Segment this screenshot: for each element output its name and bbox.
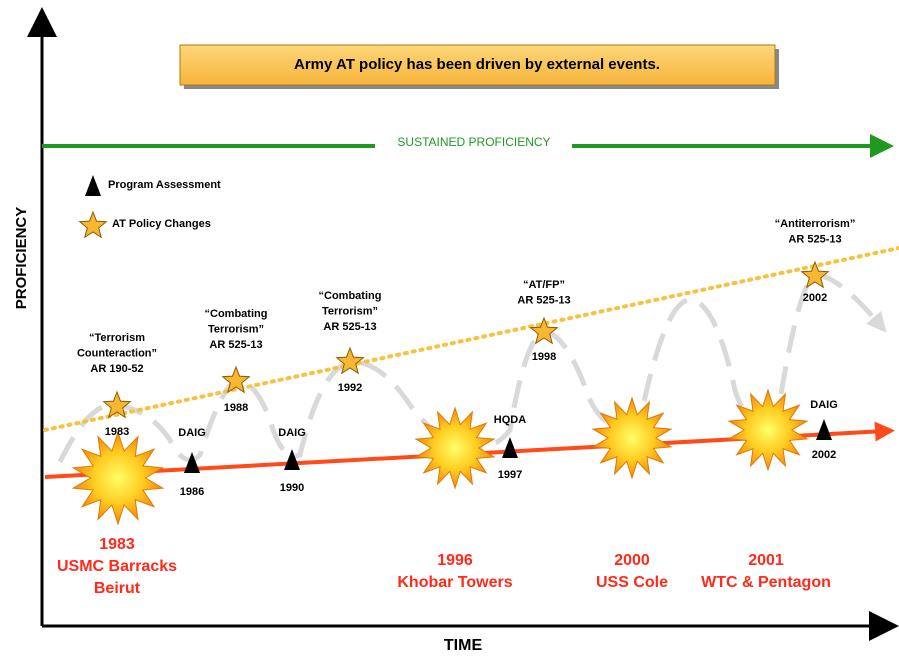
event-label: WTC & Pentagon: [701, 574, 831, 591]
policy-year: 1998: [532, 351, 556, 363]
policy-label: Terrorism”: [208, 323, 264, 335]
assessment-year: 2002: [812, 449, 836, 461]
policy-label: AR 190-52: [90, 363, 143, 375]
assessment-triangle: [284, 449, 300, 470]
assessment-triangle: [816, 419, 832, 440]
assessment-triangle: [502, 437, 518, 458]
assessment-year: 1990: [280, 482, 304, 494]
slide: PROFICIENCY TIME Army AT policy has been…: [0, 0, 899, 656]
event-year: 2001: [748, 552, 784, 569]
policy-star: [802, 262, 829, 287]
assessment-triangle: [85, 175, 101, 196]
assessment-label: DAIG: [178, 427, 206, 439]
policy-label: AR 525-13: [323, 321, 376, 333]
event-year: 1983: [99, 536, 135, 553]
legend-label: AT Policy Changes: [112, 218, 211, 230]
policy-star: [80, 212, 107, 237]
assessment-label: HQDA: [494, 414, 526, 426]
policy-year: 1992: [338, 382, 362, 394]
policy-label: “Combating: [319, 290, 382, 302]
event-label: USS Cole: [596, 574, 668, 591]
policy-label: Counteraction”: [77, 347, 157, 359]
event-year: 1996: [437, 552, 473, 569]
y-axis-label: PROFICIENCY: [13, 207, 30, 310]
policy-year: 1988: [224, 402, 248, 414]
assessment-label: DAIG: [810, 399, 838, 411]
sustained-label: SUSTAINED PROFICIENCY: [397, 135, 550, 149]
assessment-label: DAIG: [278, 427, 306, 439]
title: Army AT policy has been driven by extern…: [294, 56, 660, 73]
policy-year: 2002: [803, 292, 827, 304]
policy-label: AR 525-13: [517, 294, 570, 306]
event-label: USMC Barracks: [57, 558, 177, 575]
policy-label: “Combating: [205, 308, 268, 320]
policy-label: AR 525-13: [209, 339, 262, 351]
x-axis-label: TIME: [444, 637, 483, 654]
event-label: Khobar Towers: [397, 574, 512, 591]
event-year: 2000: [614, 552, 650, 569]
assessment-year: 1997: [498, 469, 522, 481]
policy-label: Terrorism”: [322, 305, 378, 317]
policy-label: “Antiterrorism”: [775, 218, 856, 230]
policy-label: “AT/FP”: [523, 279, 565, 291]
policy-label: AR 525-13: [788, 233, 841, 245]
policy-year: 1983: [105, 426, 129, 438]
explosion: [73, 432, 163, 524]
assessment-year: 1986: [180, 486, 204, 498]
event-label: Beirut: [94, 580, 141, 597]
policy-label: “Terrorism: [89, 332, 145, 344]
explosion: [593, 398, 671, 478]
legend-label: Program Assessment: [108, 179, 221, 191]
